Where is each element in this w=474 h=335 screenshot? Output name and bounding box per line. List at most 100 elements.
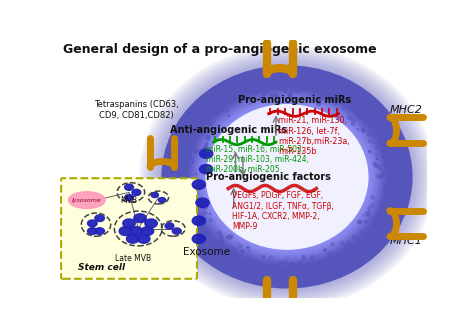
Ellipse shape xyxy=(195,95,379,259)
Ellipse shape xyxy=(191,162,194,164)
Ellipse shape xyxy=(387,144,388,146)
Circle shape xyxy=(88,228,97,234)
Ellipse shape xyxy=(383,117,386,120)
Ellipse shape xyxy=(188,156,191,159)
Ellipse shape xyxy=(192,93,382,261)
Ellipse shape xyxy=(381,117,383,120)
Ellipse shape xyxy=(365,212,370,215)
Ellipse shape xyxy=(369,210,371,212)
Ellipse shape xyxy=(391,186,394,189)
Circle shape xyxy=(95,228,104,234)
Ellipse shape xyxy=(320,87,325,91)
Ellipse shape xyxy=(260,97,261,99)
Ellipse shape xyxy=(271,78,275,82)
Ellipse shape xyxy=(223,107,225,109)
Ellipse shape xyxy=(220,239,224,242)
Ellipse shape xyxy=(244,90,247,93)
Ellipse shape xyxy=(390,200,392,202)
Ellipse shape xyxy=(202,120,203,121)
Ellipse shape xyxy=(362,119,364,121)
Ellipse shape xyxy=(368,231,369,232)
Ellipse shape xyxy=(312,264,314,265)
Circle shape xyxy=(158,198,166,203)
Ellipse shape xyxy=(208,246,212,249)
Ellipse shape xyxy=(257,91,259,92)
Ellipse shape xyxy=(358,247,362,251)
Ellipse shape xyxy=(335,103,336,105)
Ellipse shape xyxy=(228,234,233,239)
Ellipse shape xyxy=(269,256,273,260)
Text: miR-21, miR-130,
miR-126, let-7f,
miR-27b,miR-23a,
miR-135b: miR-21, miR-130, miR-126, let-7f, miR-27… xyxy=(278,116,349,156)
Ellipse shape xyxy=(318,98,322,102)
Ellipse shape xyxy=(236,255,238,257)
Ellipse shape xyxy=(196,96,378,258)
Ellipse shape xyxy=(205,104,369,251)
Ellipse shape xyxy=(237,267,238,268)
Ellipse shape xyxy=(177,156,178,157)
Ellipse shape xyxy=(283,73,285,75)
Ellipse shape xyxy=(218,96,221,99)
Circle shape xyxy=(137,234,150,243)
Ellipse shape xyxy=(379,223,381,225)
Ellipse shape xyxy=(374,164,378,167)
Ellipse shape xyxy=(238,81,240,83)
Ellipse shape xyxy=(219,256,222,258)
Ellipse shape xyxy=(326,88,329,92)
Ellipse shape xyxy=(216,255,219,257)
Ellipse shape xyxy=(376,112,380,116)
Ellipse shape xyxy=(226,109,229,112)
Ellipse shape xyxy=(380,177,381,178)
Text: MHC1: MHC1 xyxy=(390,237,423,247)
Ellipse shape xyxy=(346,241,349,244)
Ellipse shape xyxy=(179,209,181,210)
Ellipse shape xyxy=(185,152,186,154)
Ellipse shape xyxy=(310,80,311,82)
Ellipse shape xyxy=(388,204,390,205)
Ellipse shape xyxy=(200,99,374,255)
Ellipse shape xyxy=(206,105,368,249)
Ellipse shape xyxy=(379,118,382,121)
Ellipse shape xyxy=(341,98,342,100)
Ellipse shape xyxy=(205,104,369,250)
Ellipse shape xyxy=(180,209,183,213)
Ellipse shape xyxy=(308,275,310,277)
Ellipse shape xyxy=(240,97,243,100)
Ellipse shape xyxy=(189,136,191,138)
Ellipse shape xyxy=(199,117,203,120)
Circle shape xyxy=(95,215,104,221)
Ellipse shape xyxy=(193,120,197,123)
Ellipse shape xyxy=(339,267,342,270)
Ellipse shape xyxy=(202,102,372,253)
Ellipse shape xyxy=(279,276,280,277)
Ellipse shape xyxy=(201,148,205,152)
Ellipse shape xyxy=(186,147,188,150)
Ellipse shape xyxy=(250,272,251,273)
Ellipse shape xyxy=(374,226,378,229)
Circle shape xyxy=(200,164,213,174)
Ellipse shape xyxy=(376,174,380,178)
Ellipse shape xyxy=(203,102,371,252)
Ellipse shape xyxy=(357,115,361,119)
Ellipse shape xyxy=(383,156,384,157)
Ellipse shape xyxy=(182,206,184,208)
Ellipse shape xyxy=(195,189,197,191)
Ellipse shape xyxy=(373,162,376,165)
Ellipse shape xyxy=(396,188,400,191)
Ellipse shape xyxy=(250,88,252,90)
Ellipse shape xyxy=(393,198,398,201)
Ellipse shape xyxy=(68,192,105,208)
Ellipse shape xyxy=(249,104,251,105)
Ellipse shape xyxy=(282,73,283,74)
Ellipse shape xyxy=(216,107,219,109)
Ellipse shape xyxy=(243,86,245,87)
Ellipse shape xyxy=(196,238,199,241)
Ellipse shape xyxy=(253,89,256,92)
Ellipse shape xyxy=(323,95,325,97)
Ellipse shape xyxy=(169,181,170,182)
Ellipse shape xyxy=(352,251,354,253)
Circle shape xyxy=(134,214,146,222)
Ellipse shape xyxy=(397,168,400,171)
Ellipse shape xyxy=(368,249,372,253)
Ellipse shape xyxy=(262,256,264,258)
Ellipse shape xyxy=(292,273,294,275)
